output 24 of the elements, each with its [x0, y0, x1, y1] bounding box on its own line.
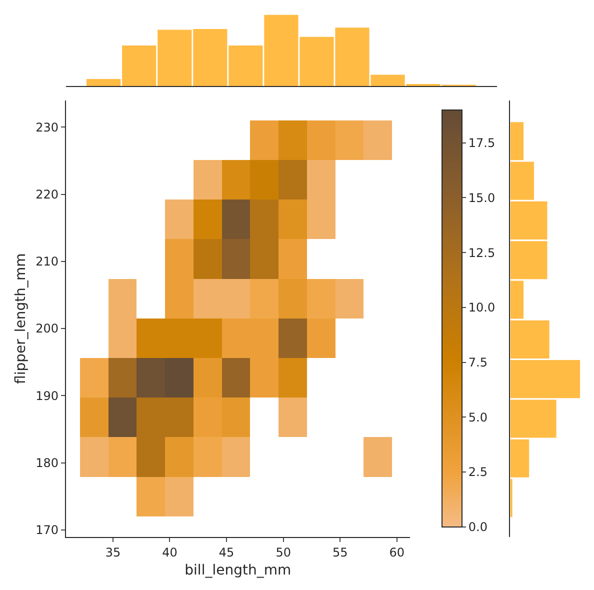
color-bar-label: 2.5 [468, 465, 488, 480]
y-tick-label: 180 [36, 456, 59, 470]
y-tick-label: 230 [36, 120, 59, 134]
x-tick-label: 45 [218, 545, 234, 560]
bar [510, 122, 524, 160]
y-tick-label: 190 [36, 388, 59, 403]
y-tick-label: 210 [36, 254, 59, 269]
y-tick-label: 200 [36, 322, 59, 336]
x-tick-label: 40 [162, 545, 178, 560]
color-bar-label: 0.0 [468, 520, 488, 534]
color-bar-label: 10.0 [468, 300, 496, 315]
x-tick-label: 35 [105, 545, 121, 560]
y-axis-title: flipper_length_mm [13, 253, 30, 384]
x-axis-title: bill_length_mm [184, 562, 292, 579]
color-bar-label: 15.0 [468, 190, 496, 205]
x-tick-label: 50 [276, 545, 291, 560]
color-bar-label: 7.5 [468, 355, 488, 370]
y-tick-label: 220 [36, 187, 59, 202]
y-tick-label: 170 [36, 523, 59, 538]
x-tick-label: 55 [332, 545, 348, 560]
color-bar-label: 5.0 [468, 410, 488, 424]
color-bar-label: 12.5 [468, 246, 496, 260]
color-bar-label: 17.5 [468, 136, 496, 150]
x-tick-label: 60 [389, 545, 405, 560]
